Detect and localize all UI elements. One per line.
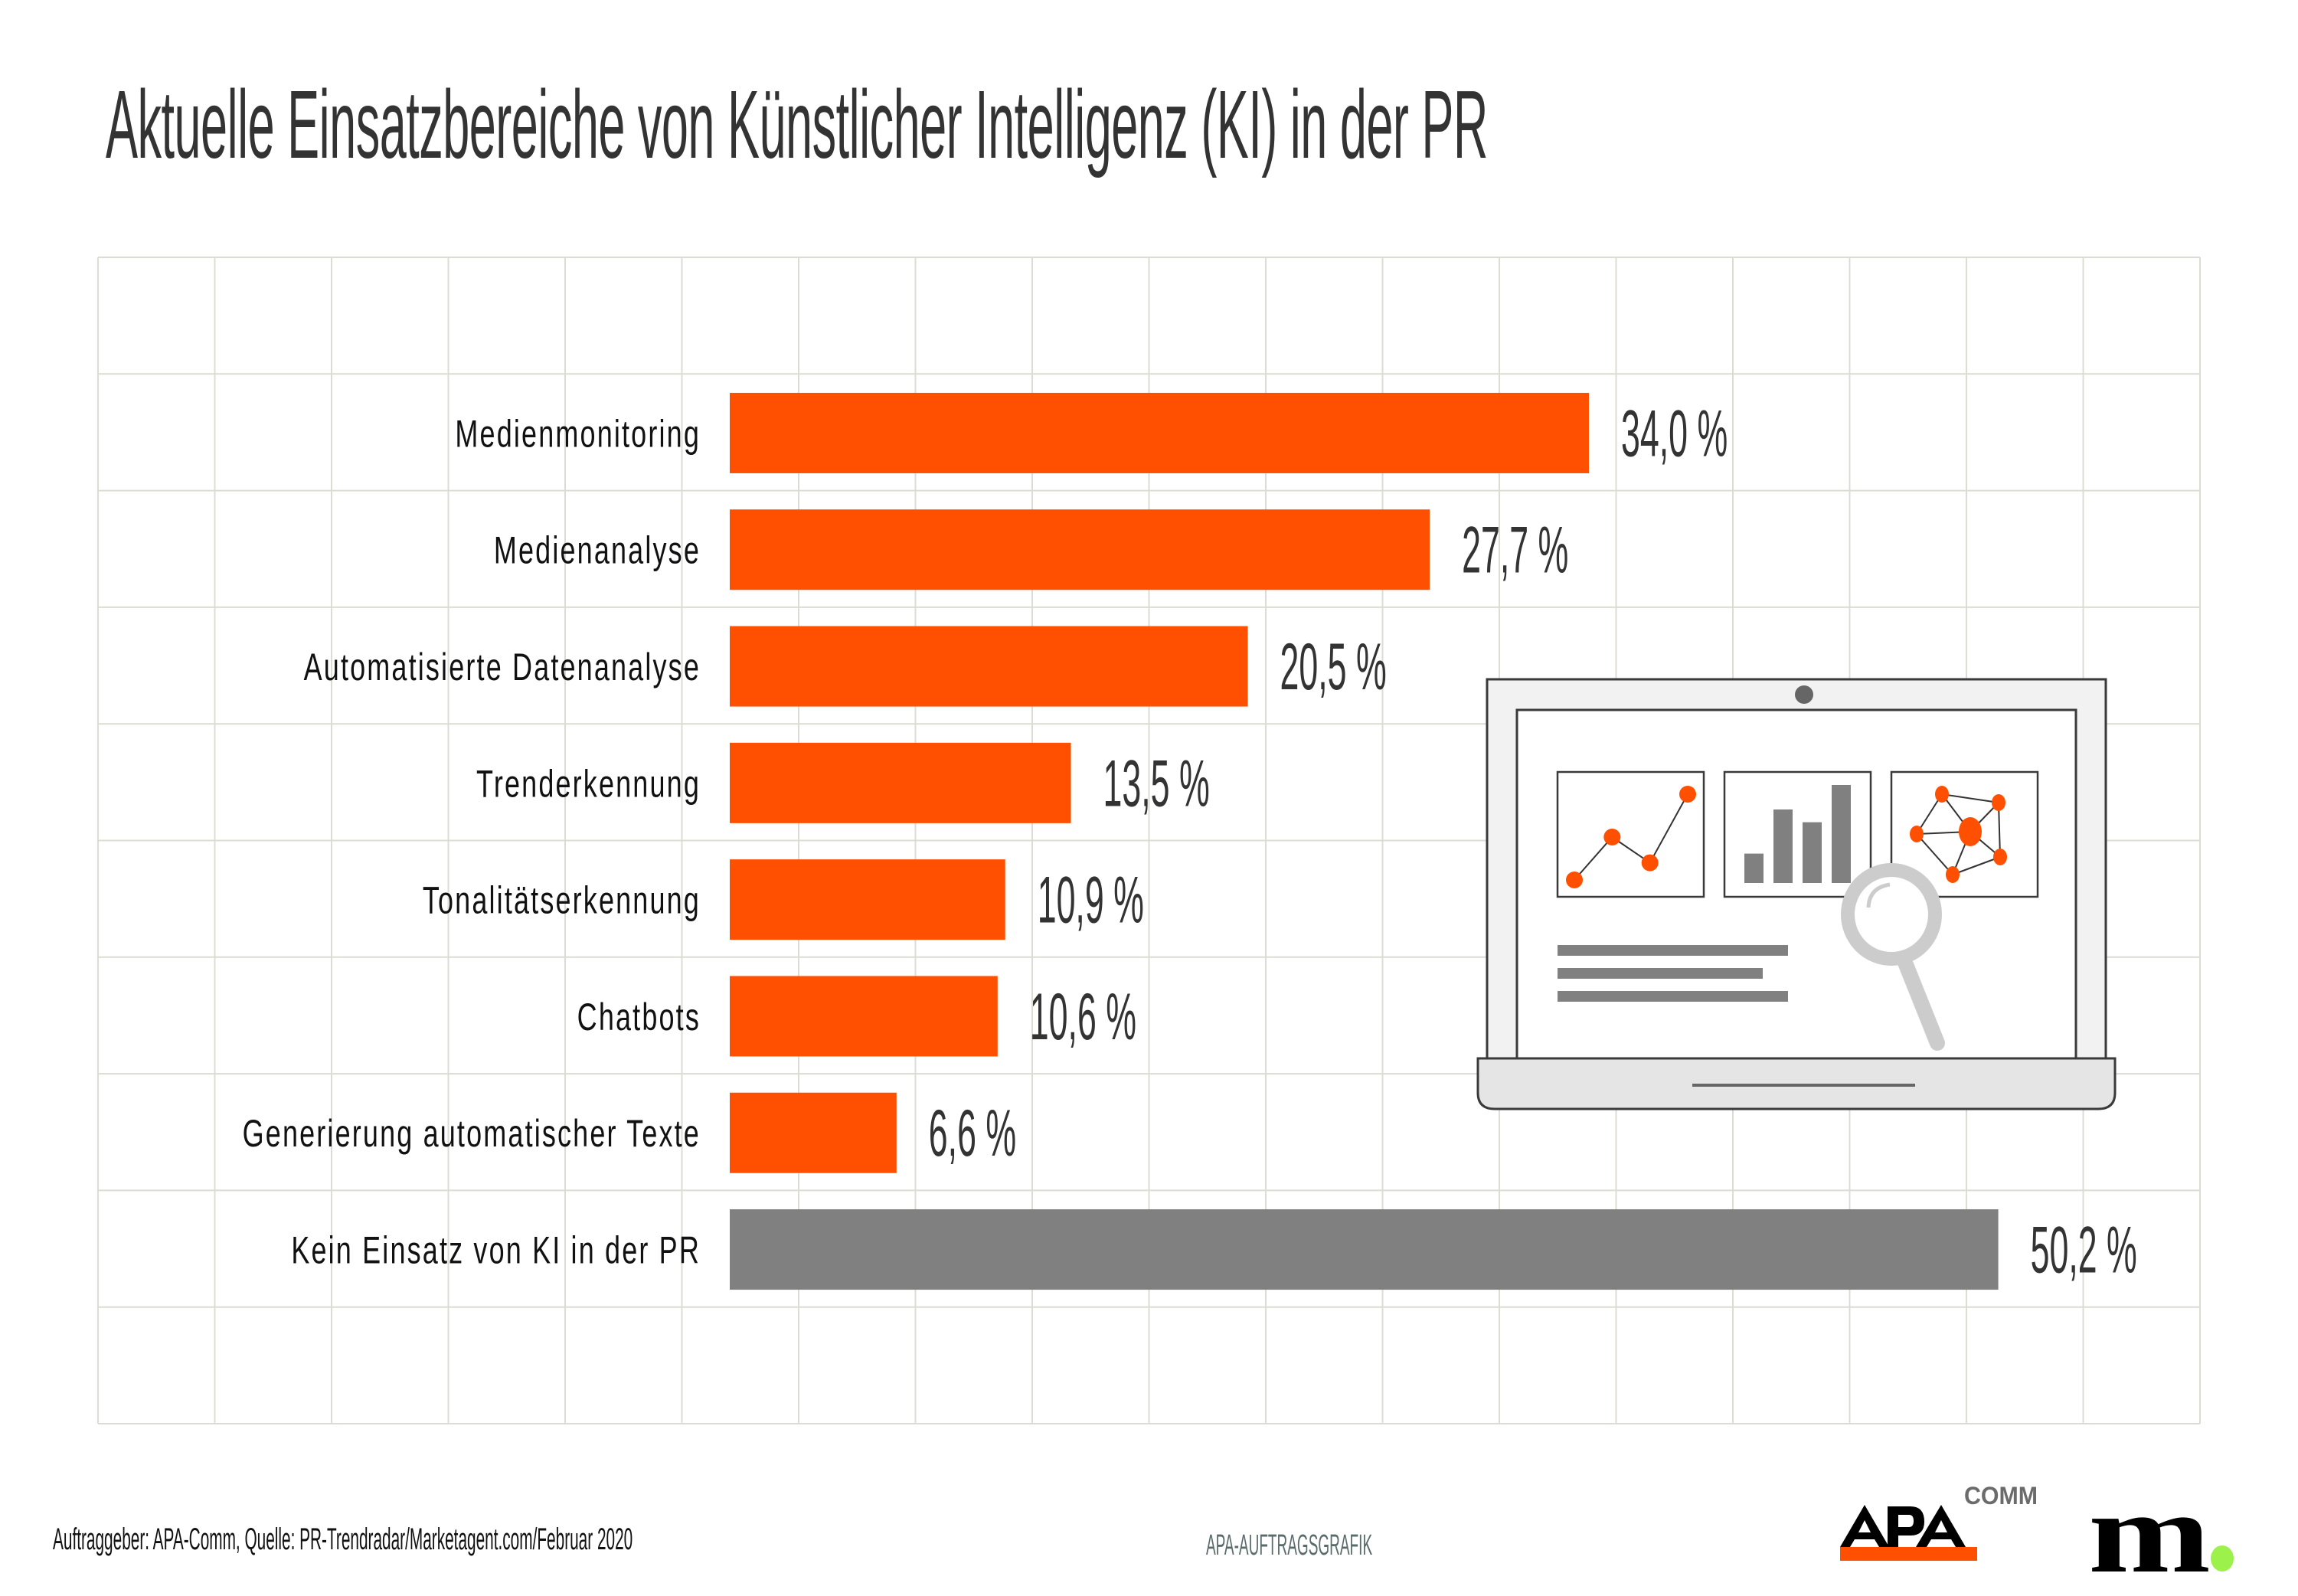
value-label: 50,2 % [2031, 1213, 2137, 1287]
text-line-placeholder [1558, 968, 1763, 979]
value-label: 6,6 % [929, 1096, 1016, 1170]
bar [730, 509, 1430, 590]
mini-line-point [1641, 854, 1659, 872]
bar [730, 392, 1589, 473]
footer-commission-label: APA-AUFTRAGSGRAFIK [1206, 1529, 1373, 1562]
apa-letters-icon [1840, 1505, 1966, 1547]
green-dot-icon [2211, 1545, 2234, 1571]
apa-comm-logo: COMM [1840, 1482, 2038, 1561]
category-label: Trenderkennung [476, 764, 701, 806]
mini-line-point [1566, 872, 1583, 888]
mini-bar [1773, 809, 1793, 883]
bars-group: Medienmonitoring 34,0 % Medienanalyse 27,7 … [243, 392, 2137, 1290]
mini-bar [1744, 853, 1764, 883]
footer-source: Auftraggeber: APA-Comm, Quelle: PR-Trend… [53, 1522, 633, 1556]
bar [730, 1092, 897, 1173]
category-label: Kein Einsatz von KI in der PR [291, 1230, 701, 1272]
value-label: 10,9 % [1038, 863, 1144, 937]
magnifier-icon [1841, 863, 1945, 1051]
laptop-analytics-illustration [1476, 678, 2117, 1110]
mini-line-path [1574, 793, 1688, 881]
m-logo-letter: m [2088, 1493, 2211, 1578]
value-label: 10,6 % [1030, 980, 1136, 1054]
category-label: Generierung automatischer Texte [243, 1114, 701, 1156]
value-label: 20,5 % [1280, 630, 1387, 704]
bar [730, 859, 1005, 940]
mini-bar [1832, 785, 1851, 883]
category-label: Medienanalyse [494, 530, 701, 572]
mini-bar [1803, 822, 1822, 883]
value-label: 13,5 % [1103, 747, 1210, 821]
mini-line-point [1679, 786, 1696, 803]
apa-orange-band [1840, 1547, 1977, 1561]
value-label: 34,0 % [1621, 397, 1728, 471]
category-label: Automatisierte Datenanalyse [304, 646, 701, 688]
text-line-placeholder [1558, 945, 1788, 956]
value-label: 27,7 % [1462, 513, 1568, 587]
bar [730, 976, 998, 1057]
mini-line-point [1603, 829, 1621, 845]
chart-title: Aktuelle Einsatzbereiche von Künstlicher… [106, 70, 1488, 178]
mini-bar-chart [1744, 785, 1851, 883]
text-line-placeholder [1558, 991, 1788, 1002]
network-graph-icon [1910, 786, 2007, 883]
mini-line-chart [1566, 786, 1696, 888]
bar [730, 1209, 1999, 1290]
bar [730, 742, 1071, 823]
webcam-icon [1795, 685, 1813, 704]
bar [730, 626, 1248, 707]
category-label: Tonalitätserkennung [423, 880, 701, 922]
apa-comm-text: COMM [1964, 1482, 2038, 1509]
category-label: Chatbots [577, 996, 701, 1038]
m-logo: m [2088, 1493, 2234, 1578]
category-label: Medienmonitoring [455, 414, 701, 456]
